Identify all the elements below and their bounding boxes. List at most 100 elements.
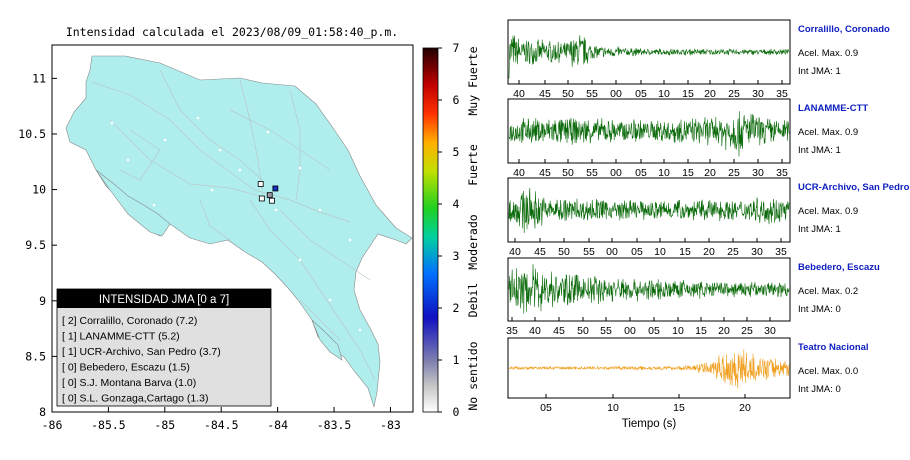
- map-y-tick-label: 9.5: [25, 238, 46, 252]
- waveform-tick-label: 00: [610, 88, 622, 100]
- waveform-tick-label: 20: [703, 246, 715, 258]
- legend-item: [ 0] S.J. Montana Barva (1.0): [62, 377, 196, 389]
- int-jma: Int JMA: 1: [798, 145, 841, 156]
- waveform-tick-label: 35: [776, 88, 788, 100]
- waveform-tick-label: 20: [704, 167, 716, 179]
- waveform-tick-label: 30: [752, 88, 764, 100]
- waveform-trace: [508, 187, 790, 234]
- legend-item: [ 0] S.L. Gonzaga,Cartago (1.3): [62, 393, 209, 405]
- map-y-tick-label: 8: [39, 405, 46, 419]
- waveform-frame: [507, 98, 791, 164]
- map-x-tick-label: -86: [42, 418, 63, 432]
- map-y-tick-label: 8.5: [25, 349, 46, 363]
- time-axis-label: Tiempo (s): [622, 418, 677, 430]
- waveform-tick-label: 10: [654, 246, 666, 258]
- waveform-tick-label: 40: [529, 325, 541, 337]
- waveform-tick-label: 30: [752, 167, 764, 179]
- waveform-tick-label: 10: [658, 167, 670, 179]
- waveform-tick-label: 45: [534, 246, 546, 258]
- waveform-tick-label: 40: [513, 167, 525, 179]
- map-y-tick-label: 10: [32, 183, 46, 197]
- waveform-tick-label: 05: [540, 402, 552, 414]
- station-marker: [269, 197, 275, 204]
- waveform-tick-label: 15: [682, 88, 694, 100]
- waveform-tick-label: 25: [727, 246, 739, 258]
- waveform-tick-label: 50: [577, 325, 589, 337]
- waveform-trace: [508, 349, 790, 389]
- waveform-tick-label: 00: [606, 246, 618, 258]
- waveform-tick-label: 55: [586, 88, 598, 100]
- legend-title: INTENSIDAD JMA [0 a 7]: [99, 294, 229, 306]
- legend-item: [ 2] Corralillo, Coronado (7.2): [62, 315, 197, 327]
- map-y-axis: 11 10.5 10 9.5 9 8.5 8: [18, 71, 57, 419]
- waveform-tick-label: 45: [539, 167, 551, 179]
- map-y-tick-label: 10.5: [18, 127, 46, 141]
- station-name: Bebedero, Escazu: [798, 262, 880, 273]
- map-x-tick-label: -85.5: [91, 418, 126, 432]
- colorbar-tick-label: 4: [453, 197, 460, 211]
- waveform-tick-label: 00: [624, 325, 636, 337]
- waveform-panel: 40 45 50 55 00 05 10 15 20 25 30 35 LANAMME-CTT Acel.…: [507, 98, 868, 179]
- waveform-tick-label: 15: [695, 325, 707, 337]
- station-name: Corralillo, Coronado: [798, 24, 890, 35]
- waveform-tick-label: 35: [776, 167, 788, 179]
- station-marker: [257, 181, 264, 187]
- int-jma: Int JMA: 0: [798, 384, 841, 395]
- waveform-tick-label: 05: [631, 246, 643, 258]
- waveform-tick-label: 10: [672, 325, 684, 337]
- colorbar-tick-label: 6: [453, 93, 460, 107]
- waveform-tick-label: 35: [775, 246, 787, 258]
- acel-max: Acel. Max. 0.9: [798, 127, 858, 138]
- waveform-tick-label: 25: [741, 325, 753, 337]
- colorbar-tick-label: 5: [453, 145, 460, 159]
- waveform-trace: [508, 111, 790, 157]
- colorbar-label: Debil: [466, 283, 480, 318]
- waveform-tick-label: 10: [658, 88, 670, 100]
- station-markers: [257, 181, 279, 204]
- legend-item: [ 1] UCR-Archivo, San Pedro (3.7): [62, 346, 221, 358]
- waveform-tick-label: 25: [728, 88, 740, 100]
- waveform-tick-label: 30: [751, 246, 763, 258]
- waveform-panel: 40 45 50 55 00 05 10 15 20 25 30 35 Corralillo, Coro…: [507, 19, 890, 100]
- waveform-tick-label: 20: [718, 325, 730, 337]
- colorbar-label: Fuerte: [466, 144, 480, 186]
- map-x-tick-label: -83.5: [317, 418, 352, 432]
- colorbar-tick-label: 7: [453, 41, 460, 55]
- waveform-tick-label: 55: [600, 325, 612, 337]
- waveform-tick-label: 55: [583, 246, 595, 258]
- waveform-panel: 05 10 15 20 Teatro Nacional Acel. Max. 0.0 Int…: [507, 337, 869, 430]
- land-shape: [65, 55, 413, 408]
- waveform-tick-label: 50: [562, 167, 574, 179]
- waveform-panel: 40 45 50 55 00 05 10 15 20 25 30 35 UCR-Archivo, San…: [507, 177, 910, 258]
- waveform-tick-label: 15: [673, 402, 685, 414]
- waveform-tick-label: 25: [728, 167, 740, 179]
- acel-max: Acel. Max. 0.2: [798, 286, 858, 297]
- waveform-tick-label: 50: [558, 246, 570, 258]
- waveform-tick-label: 05: [635, 167, 647, 179]
- legend-item: [ 1] LANAMME-CTT (5.2): [62, 331, 180, 343]
- map-y-tick-label: 9: [39, 294, 46, 308]
- map-x-tick-label: -83: [380, 418, 401, 432]
- station-marker: [272, 185, 279, 192]
- colorbar-tick-label: 3: [453, 249, 460, 263]
- map-x-tick-label: -84: [267, 418, 288, 432]
- waveform-tick-label: 05: [635, 88, 647, 100]
- station-name: Teatro Nacional: [798, 342, 869, 353]
- map-legend: INTENSIDAD JMA [0 a 7] [ 2] Corralillo, …: [56, 288, 272, 407]
- station-name: LANAMME-CTT: [798, 103, 868, 114]
- waveform-tick-label: 20: [704, 88, 716, 100]
- colorbar-label: Moderado: [466, 214, 480, 269]
- waveform-panel: 35 40 45 50 55 00 05 10 15 20 25 30 Bebedero, Escazu…: [506, 257, 880, 337]
- map-title: Intensidad calculada el 2023/08/09_01:58…: [66, 25, 398, 39]
- waveform-tick-label: 45: [553, 325, 565, 337]
- waveform-tick-label: 40: [509, 246, 521, 258]
- waveform-tick-label: 45: [539, 88, 551, 100]
- waveform-tick-label: 20: [739, 402, 751, 414]
- intensity-colorbar: [422, 47, 439, 413]
- colorbar-tick-label: 2: [453, 301, 460, 315]
- waveform-tick-label: 55: [586, 167, 598, 179]
- station-marker: [258, 195, 265, 202]
- waveform-tick-label: 40: [513, 88, 525, 100]
- waveform-trace: [508, 264, 790, 314]
